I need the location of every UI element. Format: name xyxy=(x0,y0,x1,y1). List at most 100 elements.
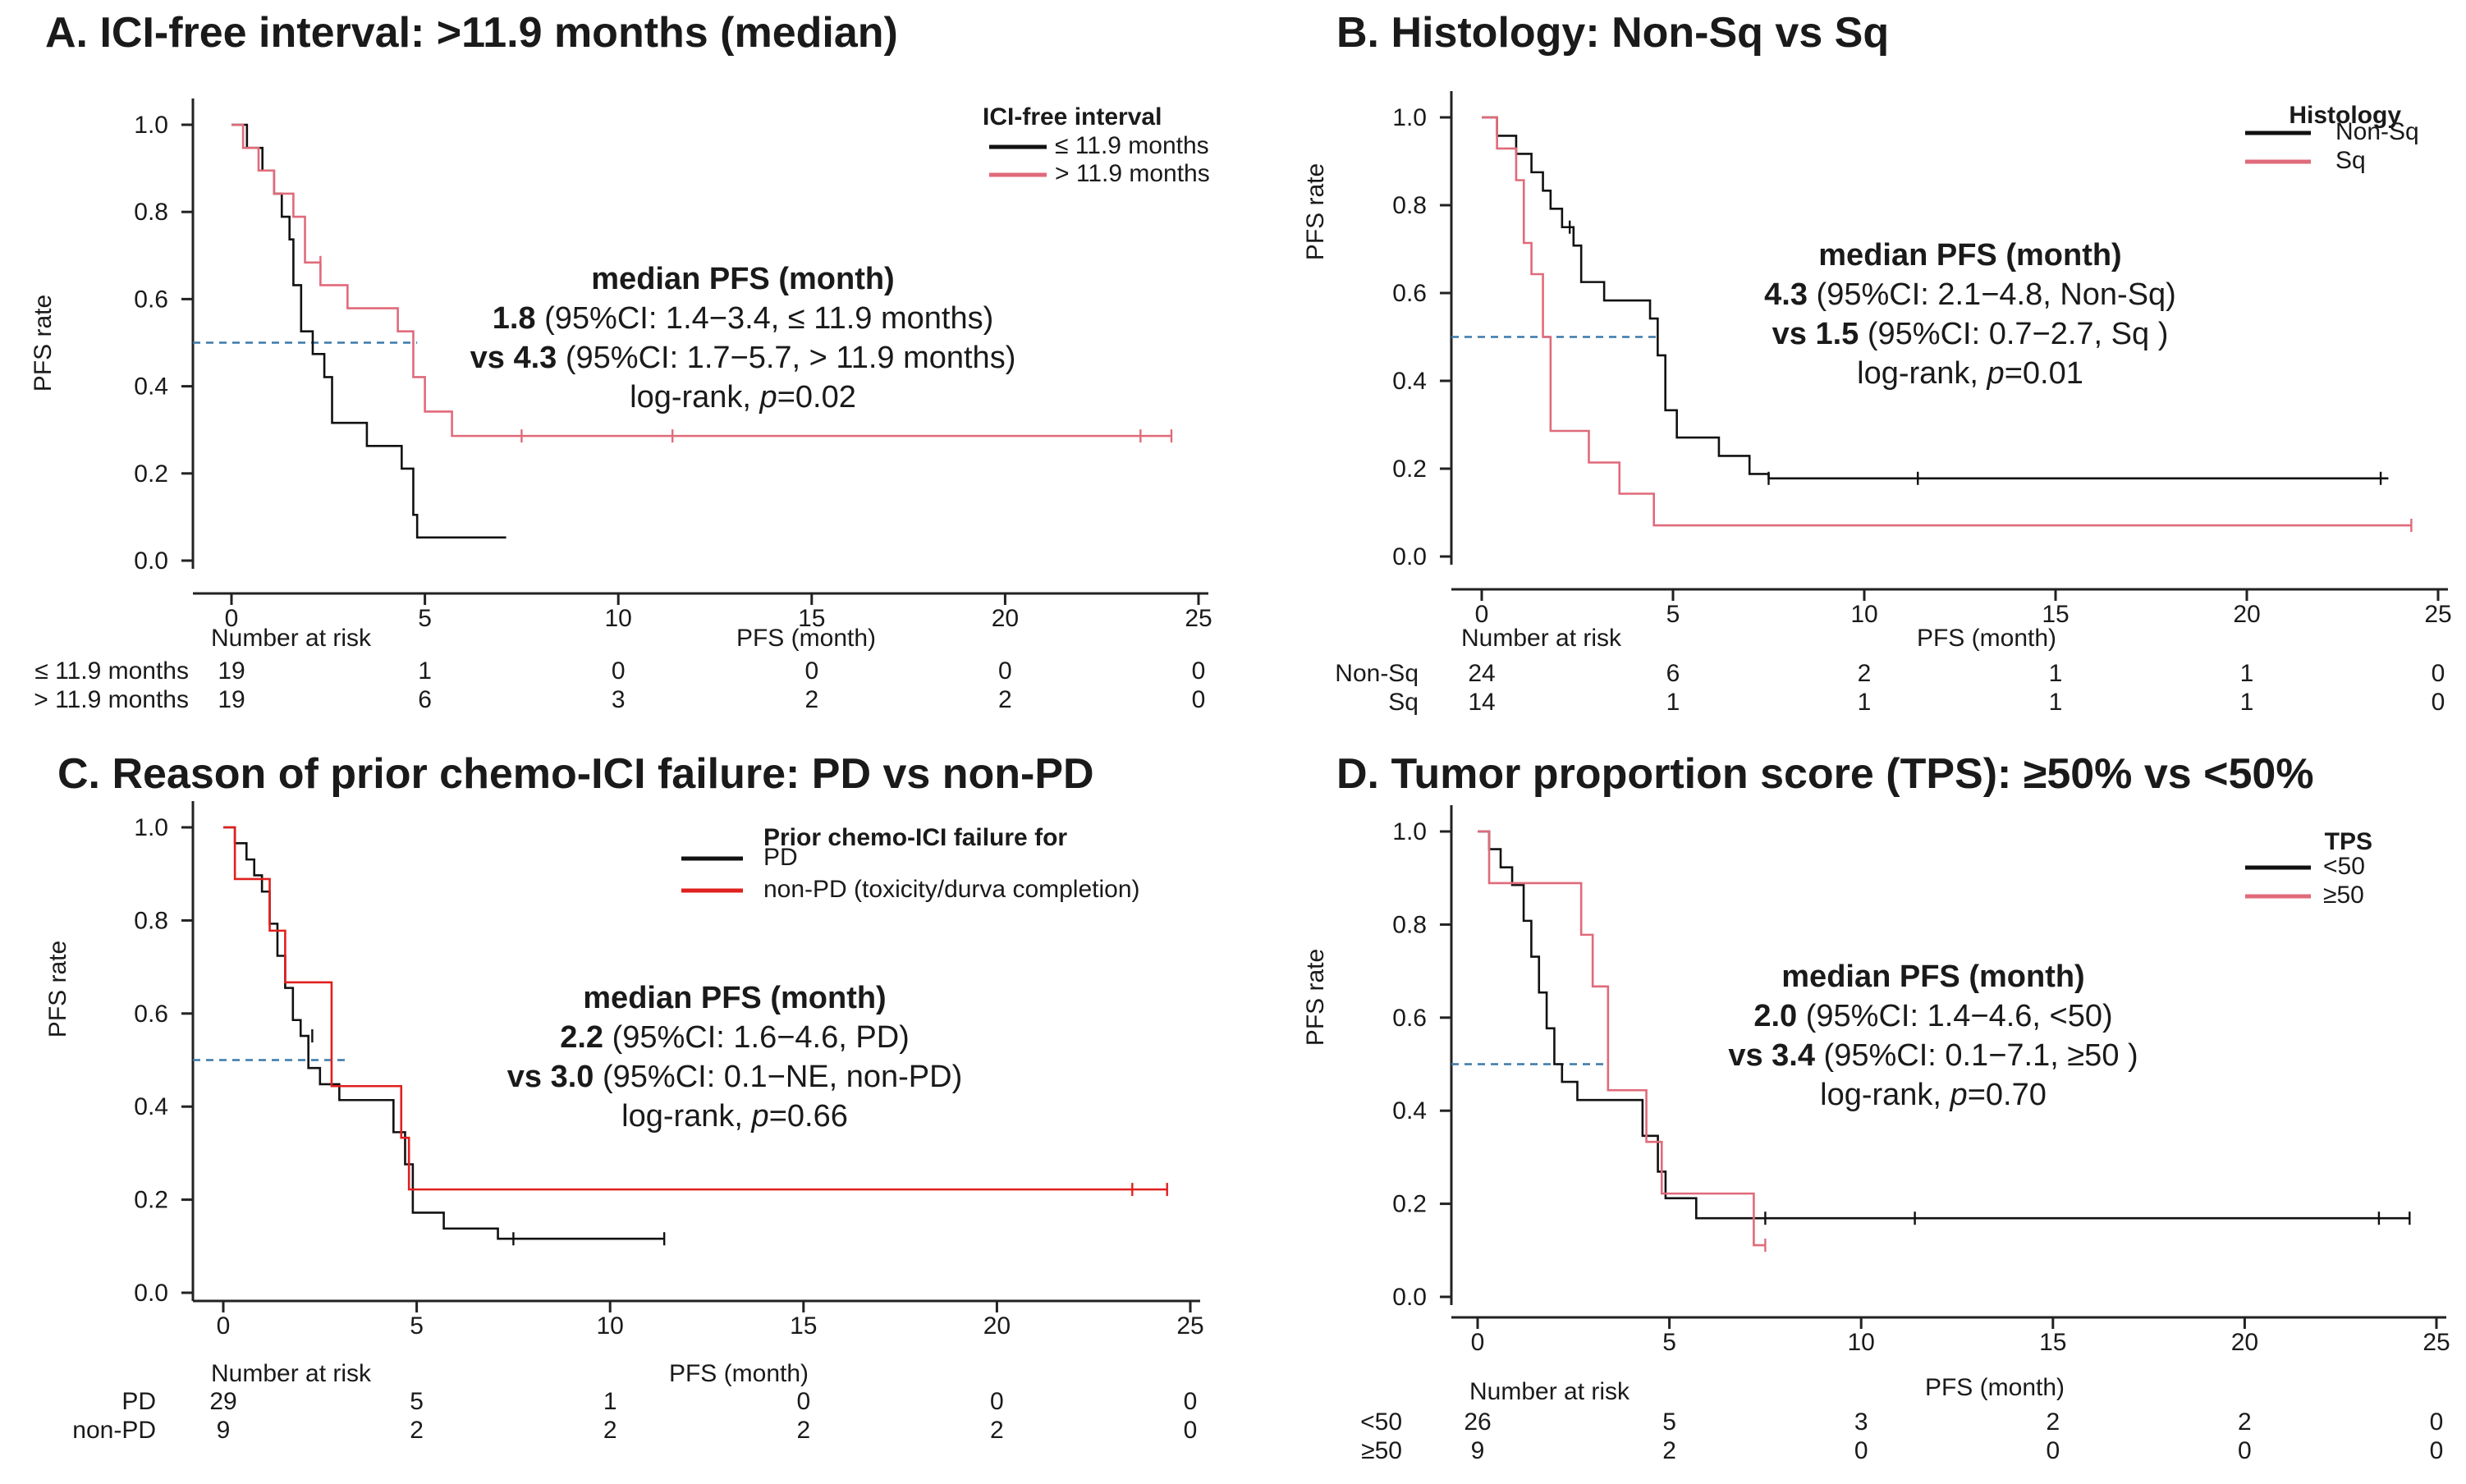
legend-item: <50 xyxy=(2323,853,2365,880)
number-at-risk-label: Number at risk xyxy=(211,625,372,652)
risk-count: 2 xyxy=(804,686,818,713)
risk-count: 2 xyxy=(1858,660,1872,687)
risk-count: 14 xyxy=(1468,689,1495,716)
median-ci: (95%CI: 0.1−7.1, ≥50 ) xyxy=(1815,1038,2138,1073)
km-curve-group2 xyxy=(231,123,1172,437)
x-tick-label: 0 xyxy=(1471,1329,1485,1356)
p-label: p xyxy=(751,1099,769,1134)
x-tick-label: 10 xyxy=(1850,601,1877,628)
risk-row-label: Non-Sq xyxy=(1335,660,1419,687)
km-curve-group2 xyxy=(1482,116,2412,527)
median-ci: (95%CI: 1.4−3.4, ≤ 11.9 months) xyxy=(536,301,994,336)
legend-item: Non-Sq xyxy=(2335,118,2419,145)
median-ci: (95%CI: 1.7−5.7, > 11.9 months) xyxy=(557,341,1015,375)
median-pfs-header: median PFS (month) xyxy=(1818,238,2121,273)
median-ci: (95%CI: 0.1−NE, non-PD) xyxy=(594,1060,962,1094)
risk-row-label: non-PD xyxy=(72,1417,156,1444)
y-tick-label: 0.2 xyxy=(134,1187,168,1214)
risk-count: 2 xyxy=(990,1417,1004,1444)
median-pfs-group2: vs 3.4 (95%CI: 0.1−7.1, ≥50 ) xyxy=(1728,1038,2138,1073)
risk-count: 1 xyxy=(418,657,432,685)
median-pfs-group1: 4.3 (95%CI: 2.1−4.8, Non-Sq) xyxy=(1764,277,2176,312)
y-tick-label: 0.0 xyxy=(134,547,168,575)
median-ci: (95%CI: 0.7−2.7, Sq ) xyxy=(1859,317,2168,351)
risk-count: 0 xyxy=(998,657,1012,685)
risk-count: 24 xyxy=(1468,660,1495,687)
median-pfs-header: median PFS (month) xyxy=(583,981,886,1015)
median-ci: (95%CI: 2.1−4.8, Non-Sq) xyxy=(1808,277,2176,312)
median-pfs-group2: vs 3.0 (95%CI: 0.1−NE, non-PD) xyxy=(507,1060,962,1094)
x-tick-label: 10 xyxy=(605,605,632,632)
y-axis-label: PFS rate xyxy=(30,295,57,392)
y-tick-label: 0.4 xyxy=(1392,1097,1427,1124)
log-rank-test: log-rank, p=0.66 xyxy=(621,1099,848,1134)
median-pfs-group2: vs 1.5 (95%CI: 0.7−2.7, Sq ) xyxy=(1772,317,2169,351)
p-value: =0.66 xyxy=(769,1099,848,1134)
log-rank-test: log-rank, p=0.02 xyxy=(630,380,856,415)
risk-count: 0 xyxy=(2430,1408,2444,1436)
number-at-risk-label: Number at risk xyxy=(211,1360,372,1387)
panel-title: A. ICI-free interval: >11.9 months (medi… xyxy=(45,9,898,57)
x-tick-label: 15 xyxy=(2039,1329,2066,1356)
risk-count: 29 xyxy=(209,1388,236,1415)
y-tick-label: 0.2 xyxy=(1392,1191,1427,1218)
risk-count: 0 xyxy=(1192,657,1206,685)
log-rank-test: log-rank, p=0.01 xyxy=(1857,356,2083,391)
risk-count: 0 xyxy=(1184,1388,1198,1415)
median-value: 4.3 xyxy=(1764,277,1808,312)
risk-row-label: ≤ 11.9 months xyxy=(34,657,189,685)
risk-count: 2 xyxy=(796,1417,810,1444)
x-axis-label: PFS (month) xyxy=(736,625,876,652)
x-tick-label: 25 xyxy=(2422,1329,2450,1356)
risk-count: 5 xyxy=(1662,1408,1676,1436)
median-value: 2.2 xyxy=(560,1020,603,1055)
risk-count: 0 xyxy=(2432,660,2445,687)
risk-count: 5 xyxy=(410,1388,424,1415)
panel-a: A. ICI-free interval: >11.9 months (medi… xyxy=(30,9,1212,713)
risk-row-label: PD xyxy=(121,1388,156,1415)
km-curve-group1 xyxy=(1482,116,2389,480)
x-tick-label: 20 xyxy=(992,605,1019,632)
y-tick-label: 0.0 xyxy=(1392,543,1427,570)
risk-count: 2 xyxy=(1662,1437,1676,1464)
y-tick-label: 0.8 xyxy=(1392,911,1427,938)
risk-count: 3 xyxy=(1854,1408,1868,1436)
x-tick-label: 15 xyxy=(798,605,825,632)
risk-count: 1 xyxy=(2240,660,2254,687)
risk-row-label: > 11.9 months xyxy=(34,686,189,713)
km-curve-group1 xyxy=(231,123,506,539)
p-value: =0.01 xyxy=(2005,356,2083,391)
y-tick-label: 0.6 xyxy=(1392,280,1427,307)
y-axis-label: PFS rate xyxy=(1302,163,1329,260)
risk-count: 1 xyxy=(1666,689,1680,716)
log-rank-label: log-rank, xyxy=(1820,1078,1950,1112)
risk-count: 9 xyxy=(1471,1437,1485,1464)
y-tick-label: 0.6 xyxy=(134,286,168,313)
number-at-risk-label: Number at risk xyxy=(1461,625,1622,652)
risk-count: 1 xyxy=(2049,689,2063,716)
median-pfs-header: median PFS (month) xyxy=(591,262,894,296)
risk-count: 2 xyxy=(603,1417,617,1444)
y-tick-label: 0.8 xyxy=(134,199,168,226)
median-value: vs 3.0 xyxy=(507,1060,594,1094)
median-value: vs 4.3 xyxy=(470,341,557,375)
log-rank-label: log-rank, xyxy=(630,380,759,415)
risk-count: 0 xyxy=(1184,1417,1198,1444)
y-tick-label: 0.2 xyxy=(1392,456,1427,483)
panel-c: C. Reason of prior chemo-ICI failure: PD… xyxy=(44,750,1204,1444)
km-curve-group2 xyxy=(1478,830,1766,1247)
p-label: p xyxy=(759,380,777,415)
x-tick-label: 20 xyxy=(2233,601,2260,628)
x-tick-label: 0 xyxy=(225,605,239,632)
risk-count: 0 xyxy=(612,657,626,685)
risk-count: 0 xyxy=(2238,1437,2252,1464)
risk-count: 0 xyxy=(2046,1437,2060,1464)
legend-item: ≥50 xyxy=(2323,882,2364,909)
risk-count: 2 xyxy=(2238,1408,2252,1436)
p-value: =0.02 xyxy=(777,380,856,415)
median-value: 1.8 xyxy=(493,301,536,336)
panel-b: B. Histology: Non-Sq vs Sq 0.0 0.2 0.4 0.6 0.… xyxy=(1302,9,2452,716)
risk-row-label: Sq xyxy=(1388,689,1419,716)
legend-title: Histology xyxy=(2289,102,2401,129)
